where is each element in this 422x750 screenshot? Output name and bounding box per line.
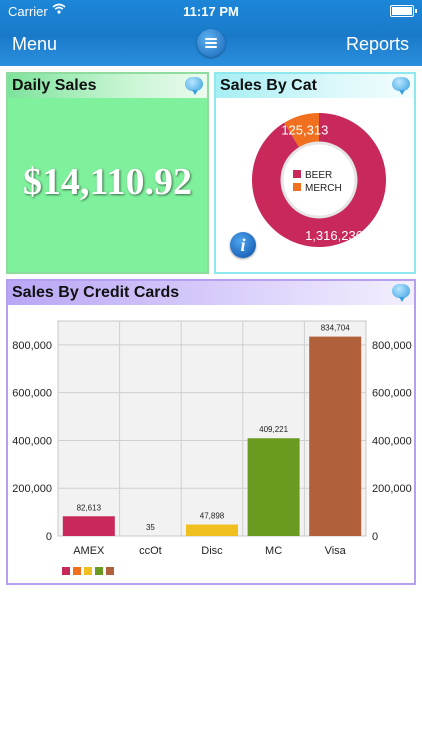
x-tick-label: Visa [325,545,347,557]
bar [186,524,238,536]
donut-chart: 1,316,236 125,313 BEER MERCH [252,113,386,247]
status-bar: Carrier 11:17 PM [0,0,422,22]
y-tick-label: 400,000 [12,435,52,447]
y-tick-label-right: 800,000 [372,340,412,352]
bar-value-label: 35 [146,523,155,532]
legend-swatch [293,170,301,178]
x-tick-label: AMEX [73,545,105,557]
y-tick-label: 200,000 [12,483,52,495]
daily-sales-panel: Daily Sales $14,110.92 [6,72,209,274]
donut-hole [280,141,358,219]
sales-by-credit-cards-panel: Sales By Credit Cards 0 0 200,000 200,000 40… [6,279,416,585]
daily-sales-body: $14,110.92 [8,98,207,272]
bar [247,438,300,536]
donut-value-label: 125,313 [281,122,328,137]
donut-slice [252,113,386,247]
legend-swatch [73,567,81,575]
bar [62,516,115,536]
info-bubble-icon[interactable] [185,77,203,95]
y-tick-label: 800,000 [12,340,52,352]
sales-by-cat-title: Sales By Cat [216,74,414,98]
battery-icon [390,5,417,17]
reports-button[interactable]: Reports [345,34,409,54]
sales-by-cat-panel: Sales By Cat 1,316,236 125,313 BEER MERCH i [214,72,416,274]
info-bubble-icon[interactable] [392,77,410,95]
y-tick-label: 600,000 [12,388,52,400]
info-bubble-icon[interactable] [392,284,410,302]
sales-by-credit-cards-title: Sales By Credit Cards [8,281,414,305]
menu-button[interactable]: Menu [12,34,58,54]
x-tick-label: ccOt [139,545,162,557]
legend-swatch [95,567,103,575]
status-time: 11:17 PM [183,4,239,19]
y-tick-label-right: 0 [372,531,378,543]
y-tick-label-right: 400,000 [372,435,412,447]
legend-label: BEER [305,170,332,181]
legend-swatch [84,567,92,575]
y-tick-label: 0 [46,531,52,543]
bar-value-label: 47,898 [200,512,225,521]
bar-value-label: 409,221 [259,425,288,434]
legend-swatch [293,183,301,191]
daily-sales-amount: $14,110.92 [23,161,192,203]
x-tick-label: MC [265,545,282,557]
y-tick-label-right: 600,000 [372,388,412,400]
hamburger-menu-icon[interactable] [197,29,225,57]
info-icon[interactable]: i [230,232,256,258]
legend-swatch [106,567,114,575]
carrier-label: Carrier [8,4,48,19]
bar-value-label: 834,704 [321,324,350,333]
donut-value-label: 1,316,236 [305,228,363,243]
bar-value-label: 82,613 [77,503,102,512]
donut-slice [284,113,319,148]
app-header: Carrier 11:17 PM Menu Reports [0,0,422,66]
legend-label: MERCH [305,183,342,194]
wifi-icon [52,3,66,14]
x-tick-label: Disc [201,545,223,557]
daily-sales-title: Daily Sales [8,74,207,98]
credit-card-bar-chart: 0 0 200,000 200,000 400,000 400,000 600,000 600… [12,320,412,575]
bar [309,336,362,536]
y-tick-label-right: 200,000 [372,483,412,495]
legend-swatch [62,567,70,575]
